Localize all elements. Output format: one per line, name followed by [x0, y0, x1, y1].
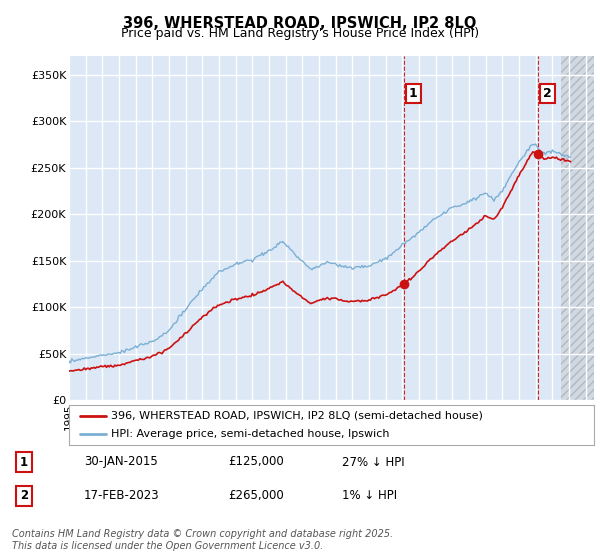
Text: 1: 1: [409, 87, 418, 100]
Text: 30-JAN-2015: 30-JAN-2015: [84, 455, 158, 469]
Text: £265,000: £265,000: [228, 489, 284, 502]
Text: Contains HM Land Registry data © Crown copyright and database right 2025.
This d: Contains HM Land Registry data © Crown c…: [12, 529, 393, 551]
Text: 2: 2: [543, 87, 551, 100]
Text: £125,000: £125,000: [228, 455, 284, 469]
Bar: [560, 56, 594, 400]
Text: 1: 1: [20, 455, 28, 469]
Text: 17-FEB-2023: 17-FEB-2023: [84, 489, 160, 502]
Text: 2: 2: [20, 489, 28, 502]
Text: Price paid vs. HM Land Registry's House Price Index (HPI): Price paid vs. HM Land Registry's House …: [121, 27, 479, 40]
Text: HPI: Average price, semi-detached house, Ipswich: HPI: Average price, semi-detached house,…: [111, 430, 389, 439]
Text: 396, WHERSTEAD ROAD, IPSWICH, IP2 8LQ: 396, WHERSTEAD ROAD, IPSWICH, IP2 8LQ: [124, 16, 476, 31]
Text: 1% ↓ HPI: 1% ↓ HPI: [342, 489, 397, 502]
Text: 27% ↓ HPI: 27% ↓ HPI: [342, 455, 404, 469]
Text: 396, WHERSTEAD ROAD, IPSWICH, IP2 8LQ (semi-detached house): 396, WHERSTEAD ROAD, IPSWICH, IP2 8LQ (s…: [111, 411, 483, 421]
